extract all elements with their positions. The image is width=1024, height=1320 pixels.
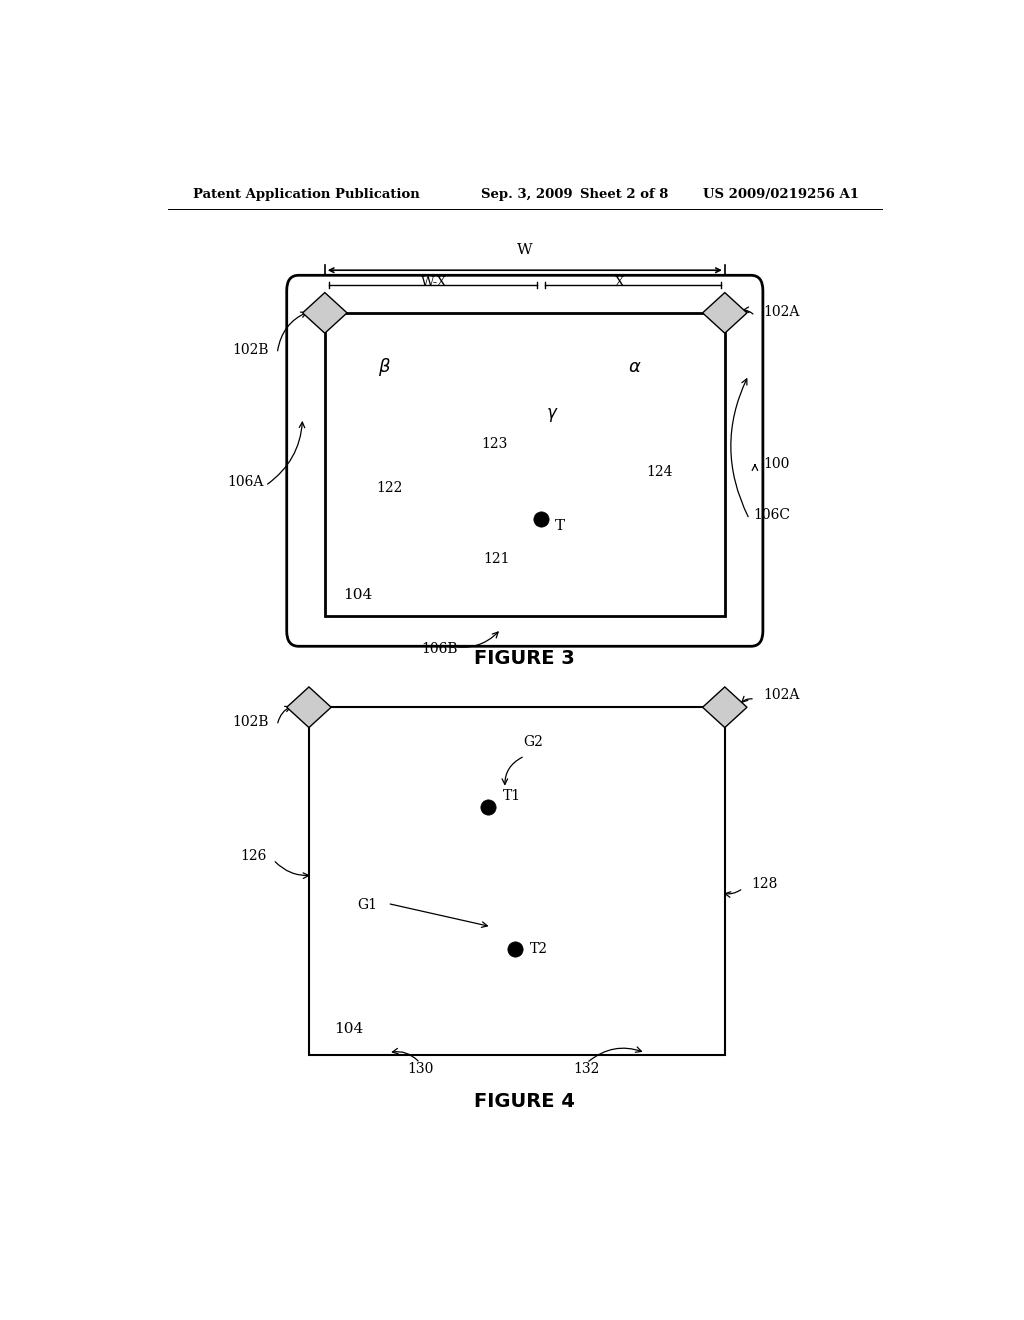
Text: 104: 104 [343, 587, 373, 602]
Polygon shape [303, 293, 347, 333]
Text: FIGURE 4: FIGURE 4 [474, 1092, 575, 1111]
Text: 102A: 102A [763, 305, 800, 319]
Text: Patent Application Publication: Patent Application Publication [194, 189, 420, 202]
Text: FIGURE 3: FIGURE 3 [474, 649, 575, 668]
Text: 130: 130 [407, 1063, 433, 1076]
Text: 128: 128 [751, 878, 777, 891]
Text: 100: 100 [763, 458, 790, 471]
Text: 132: 132 [573, 1063, 600, 1076]
Text: 126: 126 [241, 849, 266, 863]
Text: 102B: 102B [232, 343, 269, 356]
Text: 122: 122 [377, 480, 403, 495]
Text: $\beta$: $\beta$ [378, 356, 391, 378]
Text: 106A: 106A [227, 475, 263, 488]
Text: W-X: W-X [421, 276, 446, 289]
Text: Sep. 3, 2009: Sep. 3, 2009 [481, 189, 572, 202]
Text: $\gamma$: $\gamma$ [546, 405, 559, 424]
FancyBboxPatch shape [287, 276, 763, 647]
Bar [309, 708, 725, 1055]
Text: W: W [517, 243, 532, 257]
Text: 106B: 106B [422, 643, 458, 656]
Text: 102B: 102B [232, 714, 269, 729]
Polygon shape [702, 293, 748, 333]
Text: 104: 104 [334, 1022, 364, 1035]
Text: 124: 124 [646, 465, 673, 479]
Text: 102A: 102A [763, 688, 800, 702]
Text: Sheet 2 of 8: Sheet 2 of 8 [581, 189, 669, 202]
Text: T1: T1 [503, 788, 521, 803]
Text: 121: 121 [483, 552, 510, 566]
Text: T2: T2 [530, 942, 549, 956]
Text: X: X [615, 276, 625, 289]
Text: G2: G2 [523, 735, 543, 748]
Polygon shape [702, 686, 748, 727]
Text: T: T [555, 519, 565, 533]
Text: 123: 123 [481, 437, 508, 451]
Text: US 2009/0219256 A1: US 2009/0219256 A1 [703, 189, 859, 202]
Polygon shape [287, 686, 331, 727]
Text: $\alpha$: $\alpha$ [628, 358, 641, 376]
Text: 106C: 106C [754, 508, 791, 523]
Bar [325, 313, 725, 615]
Text: G1: G1 [357, 898, 378, 912]
